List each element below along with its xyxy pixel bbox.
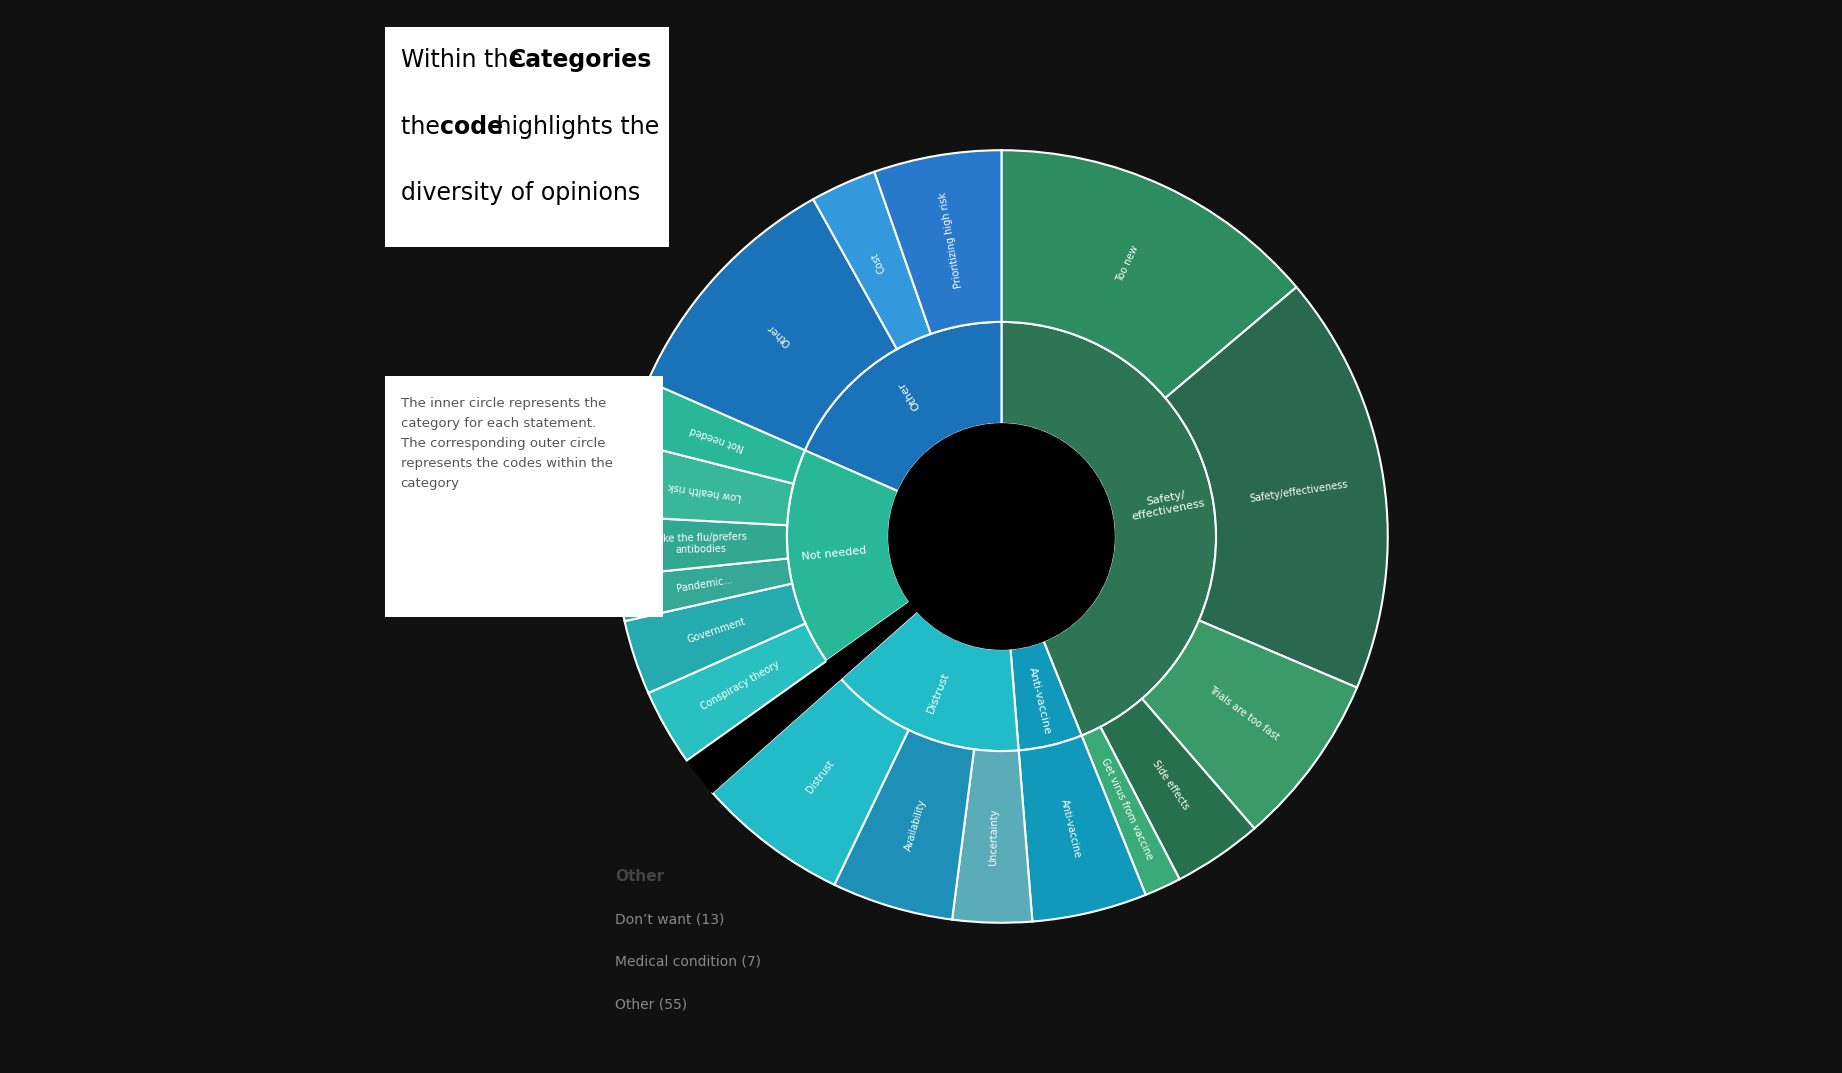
Text: Pandemic...: Pandemic... (676, 575, 733, 594)
Text: Too new: Too new (1114, 244, 1140, 284)
Wedge shape (1002, 322, 1216, 736)
Text: Government: Government (685, 617, 746, 645)
Text: Other: Other (897, 379, 923, 411)
Text: Safety/effectiveness: Safety/effectiveness (1249, 480, 1348, 504)
Wedge shape (842, 612, 1019, 751)
Wedge shape (1081, 726, 1179, 895)
FancyBboxPatch shape (385, 27, 669, 247)
Text: Safety/
effectiveness: Safety/ effectiveness (1129, 487, 1207, 523)
Text: Distrust: Distrust (805, 758, 836, 795)
Text: Conspiracy theory: Conspiracy theory (700, 659, 781, 711)
Text: Like the flu/prefers
antibodies: Like the flu/prefers antibodies (656, 532, 748, 556)
Wedge shape (648, 200, 897, 451)
Wedge shape (713, 679, 908, 885)
Text: Don’t want (13): Don’t want (13) (615, 912, 724, 926)
Text: Anti-vaccine: Anti-vaccine (1028, 666, 1054, 735)
Circle shape (890, 424, 1114, 649)
Text: highlights the: highlights the (488, 115, 659, 138)
FancyBboxPatch shape (385, 376, 663, 617)
Wedge shape (626, 381, 805, 484)
Text: Prioritizing high risk: Prioritizing high risk (938, 192, 965, 289)
Wedge shape (1166, 288, 1387, 688)
Text: Distrust: Distrust (927, 671, 950, 715)
Wedge shape (687, 661, 842, 793)
Wedge shape (1142, 620, 1358, 828)
Wedge shape (827, 602, 917, 679)
Wedge shape (1019, 736, 1146, 922)
Text: Medical condition (7): Medical condition (7) (615, 955, 761, 969)
Text: Availability: Availability (904, 797, 928, 852)
Wedge shape (952, 749, 1032, 923)
Text: Not needed: Not needed (801, 545, 866, 562)
Text: diversity of opinions: diversity of opinions (400, 181, 639, 205)
Text: Other: Other (766, 322, 792, 348)
Text: Low health risk: Low health risk (667, 481, 742, 502)
Wedge shape (1100, 699, 1254, 879)
Wedge shape (787, 451, 910, 661)
Wedge shape (812, 172, 930, 349)
Text: code: code (440, 115, 503, 138)
Wedge shape (1011, 641, 1081, 750)
Text: The inner circle represents the
category for each statement.
The corresponding o: The inner circle represents the category… (400, 397, 613, 490)
Text: Anti-vaccine: Anti-vaccine (1059, 798, 1081, 859)
Wedge shape (615, 516, 788, 576)
Wedge shape (805, 322, 1002, 491)
Wedge shape (875, 150, 1002, 334)
Wedge shape (834, 730, 974, 920)
Wedge shape (624, 584, 805, 693)
Text: Categories: Categories (508, 48, 652, 72)
Text: Uncertainty: Uncertainty (989, 808, 1000, 866)
Wedge shape (617, 558, 792, 621)
Text: Trials are too fast: Trials are too fast (1207, 685, 1282, 743)
Text: the: the (400, 115, 448, 138)
Text: Not needed: Not needed (689, 425, 746, 453)
Text: Within the: Within the (400, 48, 530, 72)
Text: Cost: Cost (869, 250, 888, 275)
Text: Get virus from vaccine: Get virus from vaccine (1100, 758, 1155, 862)
Text: Other (55): Other (55) (615, 998, 687, 1012)
Wedge shape (648, 623, 827, 761)
Wedge shape (1002, 150, 1297, 398)
Text: Other: Other (615, 869, 665, 884)
Wedge shape (615, 441, 794, 526)
Text: Side effects: Side effects (1149, 759, 1190, 811)
